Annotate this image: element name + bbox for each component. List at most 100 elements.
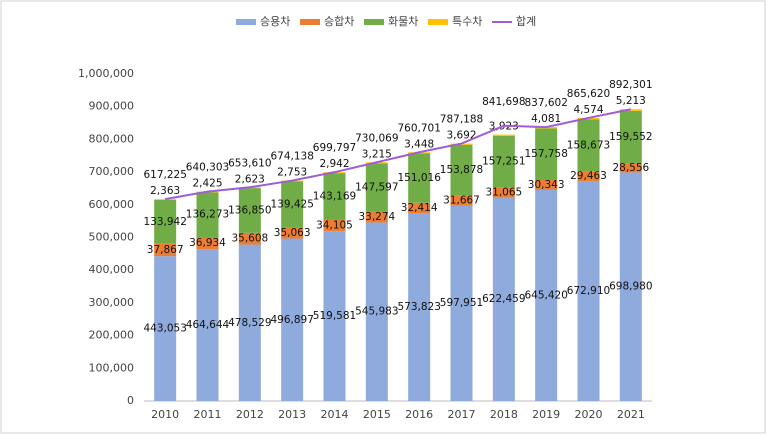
data-label: 35,063 <box>274 227 311 239</box>
data-label: 464,644 <box>186 319 230 331</box>
y-tick-label: 800,000 <box>89 132 135 145</box>
data-label: 3,215 <box>362 148 392 160</box>
legend-label: 특수차 <box>452 15 482 28</box>
bar-segment <box>408 202 431 214</box>
data-label: 496,897 <box>270 314 313 326</box>
bar-segment <box>281 227 304 239</box>
y-tick-label: 500,000 <box>89 231 135 244</box>
data-label: 157,758 <box>524 148 567 160</box>
bar-segment <box>365 211 388 223</box>
x-tick-label: 2013 <box>278 408 306 421</box>
bar-segment <box>450 195 473 206</box>
data-label: 5,213 <box>616 95 646 107</box>
bar-segment <box>535 189 558 401</box>
bar-segment <box>323 231 346 401</box>
data-label: 31,065 <box>485 186 522 198</box>
bar-segment <box>154 243 177 257</box>
bar-segment <box>492 187 515 198</box>
line-label: 837,602 <box>524 97 567 109</box>
data-label: 36,934 <box>189 237 226 249</box>
data-label: 153,878 <box>440 164 483 176</box>
bar-segment <box>577 171 600 181</box>
x-tick-label: 2011 <box>194 408 222 421</box>
y-tick-label: 700,000 <box>89 165 135 178</box>
x-tick-label: 2019 <box>532 408 560 421</box>
legend-label: 화물차 <box>388 15 418 28</box>
bar-segment <box>154 199 177 244</box>
data-label: 32,414 <box>401 202 438 214</box>
bar-segment <box>365 163 388 212</box>
data-label: 698,980 <box>609 281 652 293</box>
x-tick-label: 2014 <box>321 408 349 421</box>
data-label: 2,753 <box>277 167 307 179</box>
bar-segment <box>281 181 304 228</box>
x-tick-label: 2018 <box>490 408 518 421</box>
legend-label: 승합차 <box>324 15 354 28</box>
data-label: 34,105 <box>316 220 353 232</box>
line-label: 617,225 <box>143 169 186 181</box>
data-label: 2,942 <box>319 158 349 170</box>
bar-segment <box>492 197 515 401</box>
data-label: 2,363 <box>150 185 180 197</box>
data-label: 159,552 <box>609 131 652 143</box>
data-label: 573,823 <box>397 301 440 313</box>
x-tick-label: 2016 <box>405 408 433 421</box>
line-label: 865,620 <box>567 88 610 100</box>
bar-segment <box>238 188 261 233</box>
x-tick-label: 2017 <box>448 408 476 421</box>
y-tick-label: 100,000 <box>89 361 135 374</box>
bar-segment <box>619 163 642 173</box>
y-tick-label: 1,000,000 <box>78 67 134 80</box>
bar-segment <box>535 128 558 181</box>
x-tick-label: 2021 <box>617 408 645 421</box>
bar-segment <box>619 172 642 401</box>
data-label: 4,574 <box>573 104 603 116</box>
y-tick-label: 600,000 <box>89 198 135 211</box>
data-label: 139,425 <box>270 198 313 210</box>
data-label: 3,692 <box>446 130 476 142</box>
data-label: 147,597 <box>355 181 398 193</box>
data-label: 136,273 <box>186 209 229 221</box>
data-label: 443,053 <box>143 323 186 335</box>
line-label: 730,069 <box>355 132 398 144</box>
data-label: 29,463 <box>570 170 607 182</box>
x-tick-label: 2010 <box>151 408 179 421</box>
data-label: 133,942 <box>143 216 186 228</box>
line-label: 653,610 <box>228 157 271 169</box>
bar-segment <box>154 256 177 401</box>
data-label: 2,425 <box>192 178 222 190</box>
data-label: 143,169 <box>313 191 356 203</box>
data-label: 597,951 <box>440 297 483 309</box>
data-label: 622,459 <box>482 293 525 305</box>
data-label: 4,081 <box>531 113 561 125</box>
bar-segment <box>365 222 388 401</box>
line-label: 787,188 <box>440 114 483 126</box>
bar-segment <box>450 144 473 196</box>
data-label: 2,623 <box>235 173 265 185</box>
data-label: 33,274 <box>358 211 395 223</box>
data-label: 30,343 <box>528 179 565 191</box>
bar-segment <box>154 199 177 200</box>
bar-segment <box>323 173 346 220</box>
legend-label: 승용차 <box>260 15 290 28</box>
data-label: 151,016 <box>397 172 441 184</box>
y-tick-label: 0 <box>127 394 134 407</box>
bar-segment <box>238 232 261 245</box>
line-label: 892,301 <box>609 79 652 91</box>
y-tick-label: 200,000 <box>89 329 135 342</box>
bar-segment <box>535 180 558 190</box>
data-label: 672,910 <box>567 285 610 297</box>
bar-segment <box>281 238 304 401</box>
data-label: 478,529 <box>228 317 271 329</box>
bar-segment <box>408 213 431 401</box>
legend-label: 합계 <box>516 15 536 28</box>
line-label: 760,701 <box>397 122 440 134</box>
data-label: 31,667 <box>443 194 480 206</box>
data-label: 545,983 <box>355 306 398 318</box>
data-label: 519,581 <box>313 310 356 322</box>
line-label: 699,797 <box>313 142 356 154</box>
bar-segment <box>238 244 261 401</box>
data-label: 158,673 <box>567 139 610 151</box>
bar-segment <box>408 153 431 203</box>
